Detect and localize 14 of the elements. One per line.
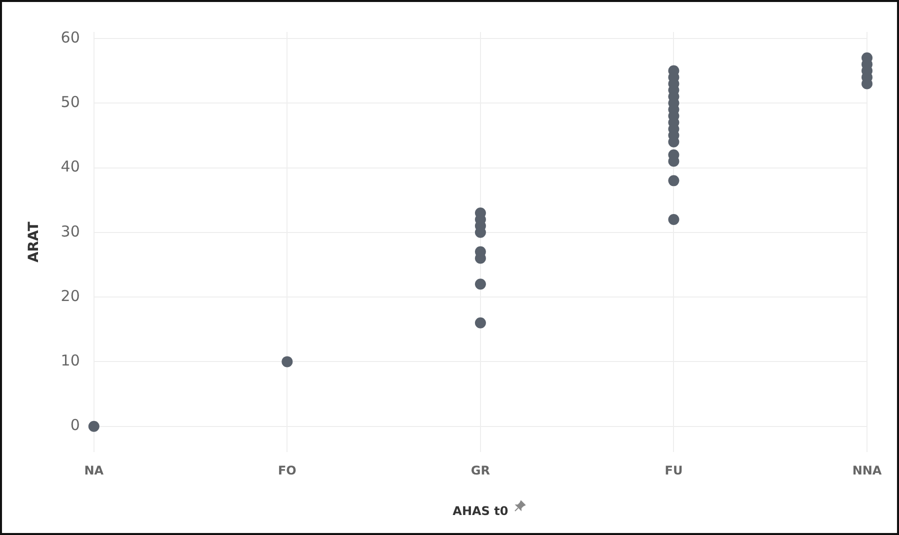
y-tick-label: 60 <box>60 28 80 46</box>
x-tick-label: NA <box>84 464 104 478</box>
x-tick-label: FO <box>278 464 296 478</box>
y-axis-title: ARAT <box>26 221 42 263</box>
y-tick-label: 40 <box>60 158 80 176</box>
x-axis-title: AHAS t0 <box>452 504 508 518</box>
x-tick-label: FU <box>664 464 683 478</box>
y-tick-label: 10 <box>60 352 80 370</box>
y-tick-label: 20 <box>60 286 80 305</box>
y-tick-label: 0 <box>70 416 80 434</box>
x-tick-label: GR <box>470 464 490 478</box>
y-tick-label: 30 <box>60 222 80 240</box>
x-tick-label: NNA <box>852 464 882 478</box>
y-tick-label: 50 <box>60 93 80 111</box>
